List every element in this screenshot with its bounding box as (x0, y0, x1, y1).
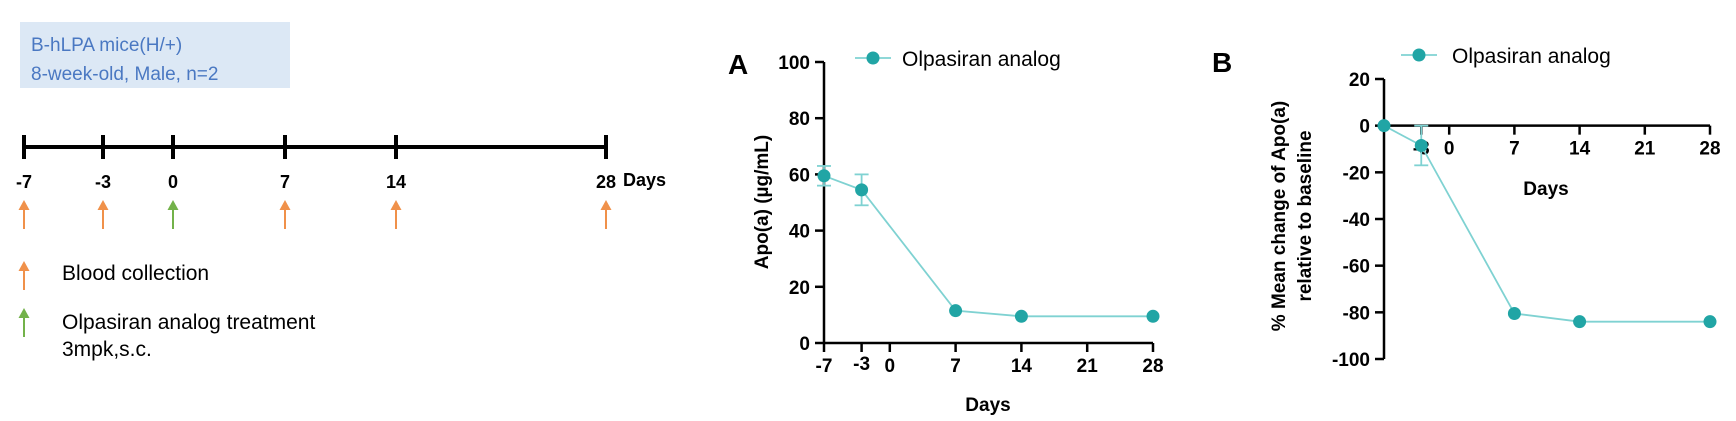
panel-b-legend-label: Olpasiran analog (1452, 45, 1611, 68)
panel-a-x-tick-label: -3 (853, 354, 870, 375)
panel-a-legend-marker (866, 51, 880, 65)
blood-collection-arrow-icon (18, 200, 30, 229)
panel-a-data-point (949, 304, 963, 318)
panel-a-legend-label: Olpasiran analog (902, 48, 1061, 71)
panel-b-series-line (1383, 124, 1710, 323)
panel-b-legend-marker (1412, 48, 1426, 62)
timeline-tick-label: -3 (95, 172, 111, 192)
panel-a-y-tick-label: 40 (789, 222, 810, 243)
panel-b-y-tick-label: 0 (1359, 117, 1370, 138)
panel-b-y-tick-label: -20 (1343, 163, 1370, 184)
treatment-dose-label: 3mpk,s.c. (62, 338, 152, 361)
panel-a-data-point (855, 183, 869, 197)
treatment-arrow-icon (167, 200, 179, 229)
panel-b-data-point (1377, 119, 1391, 133)
panel-b-data-point (1703, 315, 1717, 329)
panel-b-y-tick-label: -100 (1332, 350, 1370, 371)
panel-b-legend: Olpasiran analog (1401, 45, 1611, 68)
panel-b-data-point (1573, 315, 1587, 329)
panel-a-data-point (1014, 309, 1028, 323)
panel-b-letter: B (1212, 47, 1232, 78)
panel-a-y-tick-label: 80 (789, 109, 810, 130)
panel-b-x-axis-title: Days (1523, 179, 1568, 200)
panel-a-y-axis-title: Apo(a) (µg/mL) (752, 135, 773, 269)
panel-b-x-tick-label: 14 (1569, 139, 1591, 160)
panel-b-y-tick-label: -80 (1343, 303, 1370, 324)
panel-a-y-tick-label: 0 (799, 334, 810, 355)
blood-collection-legend-arrow-icon (18, 261, 30, 290)
study-timeline: -7 -3 0 7 14 28 Days (16, 135, 666, 229)
cohort-info-box: B-hLPA mice(H/+) 8-week-old, Male, n=2 (20, 22, 290, 88)
panel-b-data-point (1414, 139, 1428, 152)
panel-a-y-tick-label: 60 (789, 165, 810, 186)
panel-a-x-tick-label: 7 (950, 356, 961, 377)
panel-a-series-line (823, 174, 1153, 318)
blood-collection-arrow-icon (600, 200, 612, 229)
blood-collection-legend-label: Blood collection (62, 262, 209, 285)
panel-b-y-axis-title-line1: % Mean change of Apo(a) (1269, 101, 1290, 331)
panel-b-x-tick-label: 28 (1699, 139, 1720, 160)
panel-b-y-tick-label: 20 (1349, 70, 1370, 91)
panel-a-legend: Olpasiran analog (855, 48, 1061, 71)
blood-collection-arrow-icon (390, 200, 402, 229)
panel-a-x-tick-label: 21 (1077, 356, 1099, 377)
timeline-tick-label: 7 (280, 172, 290, 192)
timeline-unit-label: Days (623, 170, 666, 190)
panel-b-data-point (1507, 307, 1521, 320)
timeline-tick-label: -7 (16, 172, 32, 192)
panel-a-x-tick-label: 0 (885, 356, 896, 377)
cohort-strain-label: B-hLPA mice(H/+) (31, 35, 183, 56)
panel-a-data-point (1146, 309, 1160, 323)
timeline-legend: Blood collection Olpasiran analog treatm… (18, 261, 315, 361)
panel-b-y-axis-title-line2: relative to baseline (1295, 130, 1316, 301)
panel-b-y-tick-label: -40 (1343, 210, 1370, 231)
panel-a-x-tick-label: 28 (1142, 356, 1163, 377)
panel-a-x-tick-label: -7 (816, 356, 833, 377)
panel-a-x-tick-label: 14 (1011, 356, 1033, 377)
panel-b-x-tick-label: 7 (1509, 139, 1520, 160)
blood-collection-arrow-icon (279, 200, 291, 229)
panel-b-x-tick-label: 21 (1634, 139, 1656, 160)
panel-a-y-tick-label: 100 (778, 53, 810, 74)
timeline-tick-label: 0 (168, 172, 178, 192)
panel-b-x-tick-label: 0 (1444, 139, 1455, 160)
panel-b-y-tick-label: -60 (1343, 257, 1370, 278)
treatment-legend-arrow-icon (18, 308, 30, 337)
panel-a-y-tick-label: 20 (789, 278, 810, 299)
panel-a-letter: A (728, 49, 748, 80)
chart-panel-a: A 0 20 40 60 80 100 -7 -3 0 7 14 21 28 Days Apo(a) (µg/… (728, 48, 1164, 416)
treatment-legend-label: Olpasiran analog treatment (62, 311, 315, 334)
panel-a-x-axis-title: Days (965, 395, 1010, 416)
cohort-description-label: 8-week-old, Male, n=2 (31, 64, 219, 85)
timeline-tick-label: 28 (596, 172, 616, 192)
blood-collection-arrow-icon (97, 200, 109, 229)
timeline-tick-label: 14 (386, 172, 406, 192)
panel-a-data-point (817, 169, 831, 183)
